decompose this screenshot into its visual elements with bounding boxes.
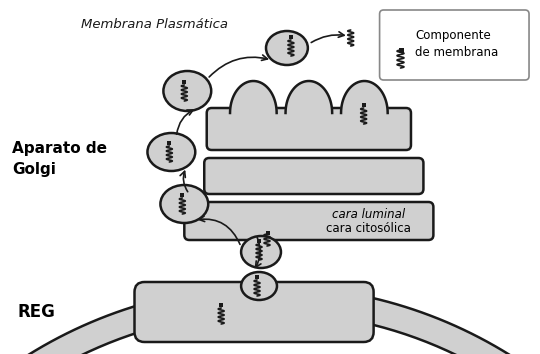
Bar [255,275,259,279]
Ellipse shape [164,71,211,111]
Bar [257,239,261,243]
Text: cara extracelular: cara extracelular [418,11,514,21]
Ellipse shape [147,133,195,171]
FancyBboxPatch shape [184,202,434,240]
Text: cara citosólica: cara citosólica [418,26,498,36]
Bar [219,303,223,307]
Polygon shape [341,81,388,113]
FancyBboxPatch shape [207,108,411,150]
Ellipse shape [160,185,208,223]
Polygon shape [230,81,276,113]
Polygon shape [286,81,332,113]
Text: cara luminal: cara luminal [332,207,405,221]
Text: REG: REG [18,303,56,321]
Text: Componente
de membrana: Componente de membrana [415,29,499,59]
Text: Aparato de
Golgi: Aparato de Golgi [12,141,107,177]
Polygon shape [0,286,540,354]
FancyBboxPatch shape [204,158,423,194]
Bar [180,193,184,197]
Bar [183,80,186,84]
Ellipse shape [266,31,308,65]
Ellipse shape [241,272,277,300]
Ellipse shape [241,236,281,268]
Text: cara citosólica: cara citosólica [326,223,411,235]
Bar [266,231,270,235]
FancyBboxPatch shape [380,10,529,80]
Bar [167,141,171,145]
Bar [289,35,293,39]
Bar [399,47,404,52]
Text: Membrana Plasmática: Membrana Plasmática [81,17,228,30]
Bar [362,103,366,107]
FancyBboxPatch shape [134,282,374,342]
